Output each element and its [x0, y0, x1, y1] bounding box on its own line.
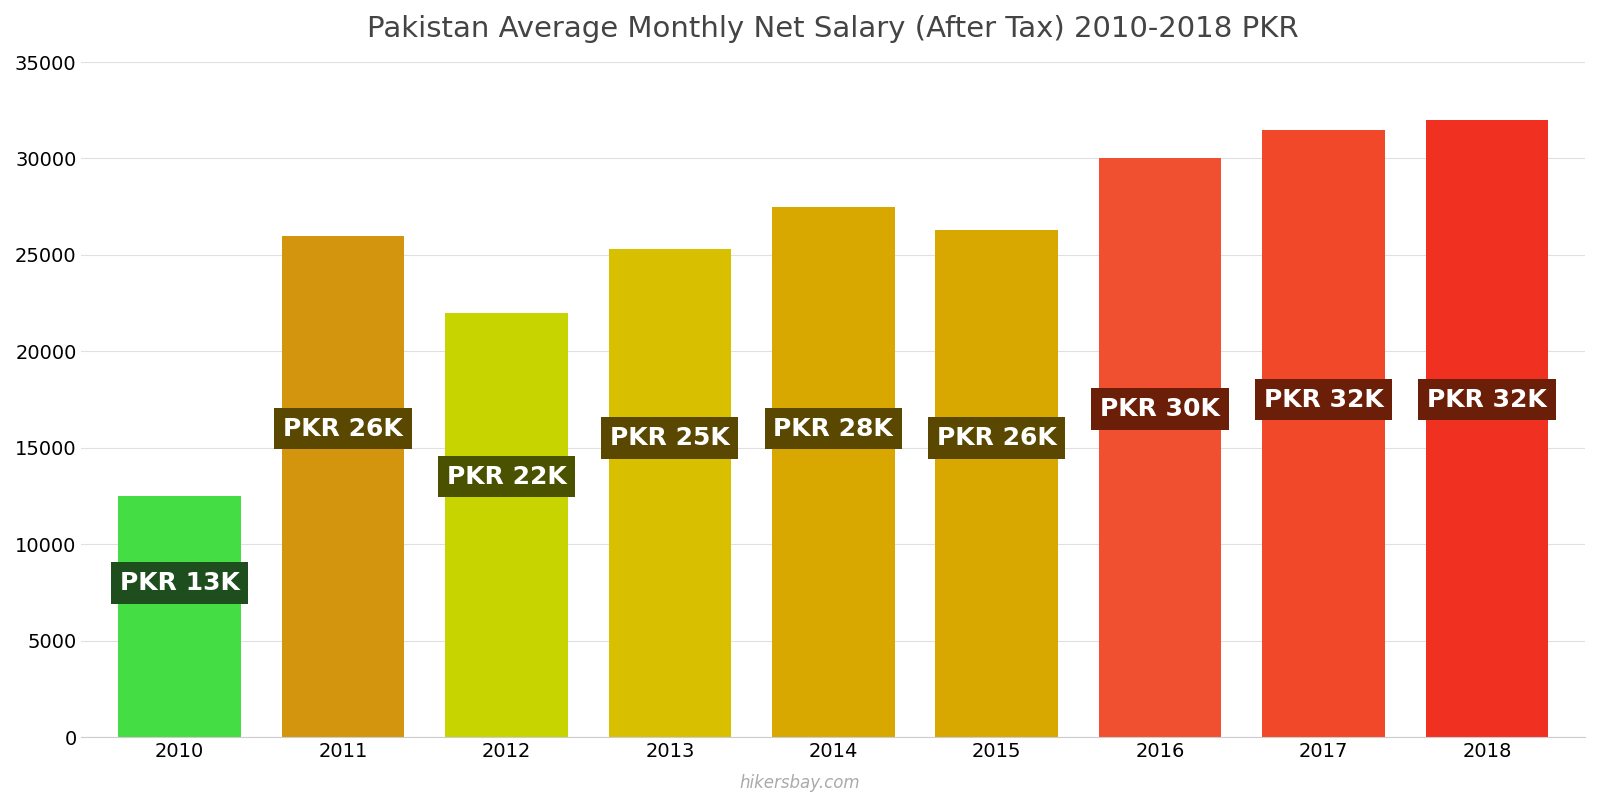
Text: PKR 22K: PKR 22K: [446, 465, 566, 489]
Bar: [118, 496, 242, 737]
Text: PKR 13K: PKR 13K: [120, 571, 240, 595]
Title: Pakistan Average Monthly Net Salary (After Tax) 2010-2018 PKR: Pakistan Average Monthly Net Salary (Aft…: [368, 15, 1299, 43]
Bar: [445, 313, 568, 737]
Bar: [936, 230, 1058, 737]
Text: PKR 28K: PKR 28K: [773, 417, 893, 441]
Bar: [1426, 120, 1549, 737]
Text: PKR 32K: PKR 32K: [1427, 387, 1547, 411]
Text: PKR 25K: PKR 25K: [610, 426, 730, 450]
Text: PKR 30K: PKR 30K: [1101, 398, 1221, 422]
Bar: [1099, 158, 1221, 737]
Text: hikersbay.com: hikersbay.com: [739, 774, 861, 792]
Bar: [282, 236, 405, 737]
Bar: [608, 249, 731, 737]
Text: PKR 26K: PKR 26K: [283, 417, 403, 441]
Text: PKR 26K: PKR 26K: [936, 426, 1056, 450]
Bar: [1262, 130, 1386, 737]
Bar: [771, 206, 894, 737]
Text: PKR 32K: PKR 32K: [1264, 387, 1384, 411]
